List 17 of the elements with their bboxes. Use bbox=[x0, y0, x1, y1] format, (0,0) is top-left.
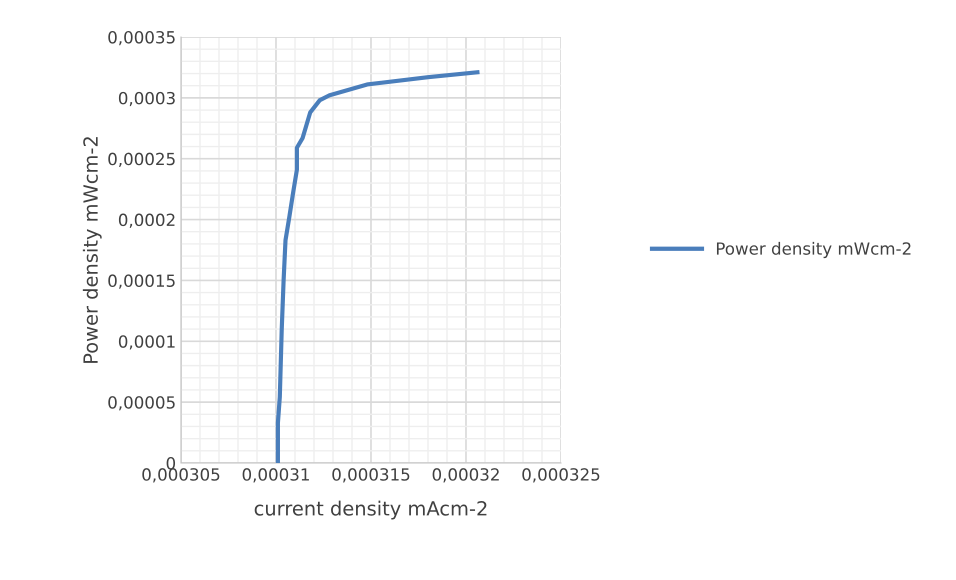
y-tick-label: 0,0003 bbox=[118, 92, 175, 106]
x-tick-label: 0,00032 bbox=[432, 468, 499, 482]
y-tick-label: 0,0001 bbox=[118, 335, 175, 350]
x-tick-label: 0,000305 bbox=[142, 468, 220, 482]
x-tick-label: 0,00031 bbox=[242, 468, 309, 482]
x-tick-label: 0,000325 bbox=[522, 468, 600, 482]
line-series bbox=[276, 70, 480, 463]
y-tick-label: 0,0002 bbox=[118, 214, 174, 228]
x-axis-title: current density mAcm-2 bbox=[254, 500, 486, 520]
y-tick-label: 0 bbox=[166, 456, 176, 470]
y-tick-label: 0,00035 bbox=[108, 30, 175, 46]
y-tick-label: 0,00015 bbox=[108, 274, 175, 289]
legend-label: Power density mWcm-2 bbox=[716, 242, 910, 258]
x-tick-label: 0,000315 bbox=[332, 468, 410, 482]
y-axis-title: Power density mWcm-2 bbox=[82, 137, 102, 363]
y-tick-label: 0,00025 bbox=[108, 152, 175, 167]
y-tick-label: 0,00005 bbox=[108, 396, 175, 410]
